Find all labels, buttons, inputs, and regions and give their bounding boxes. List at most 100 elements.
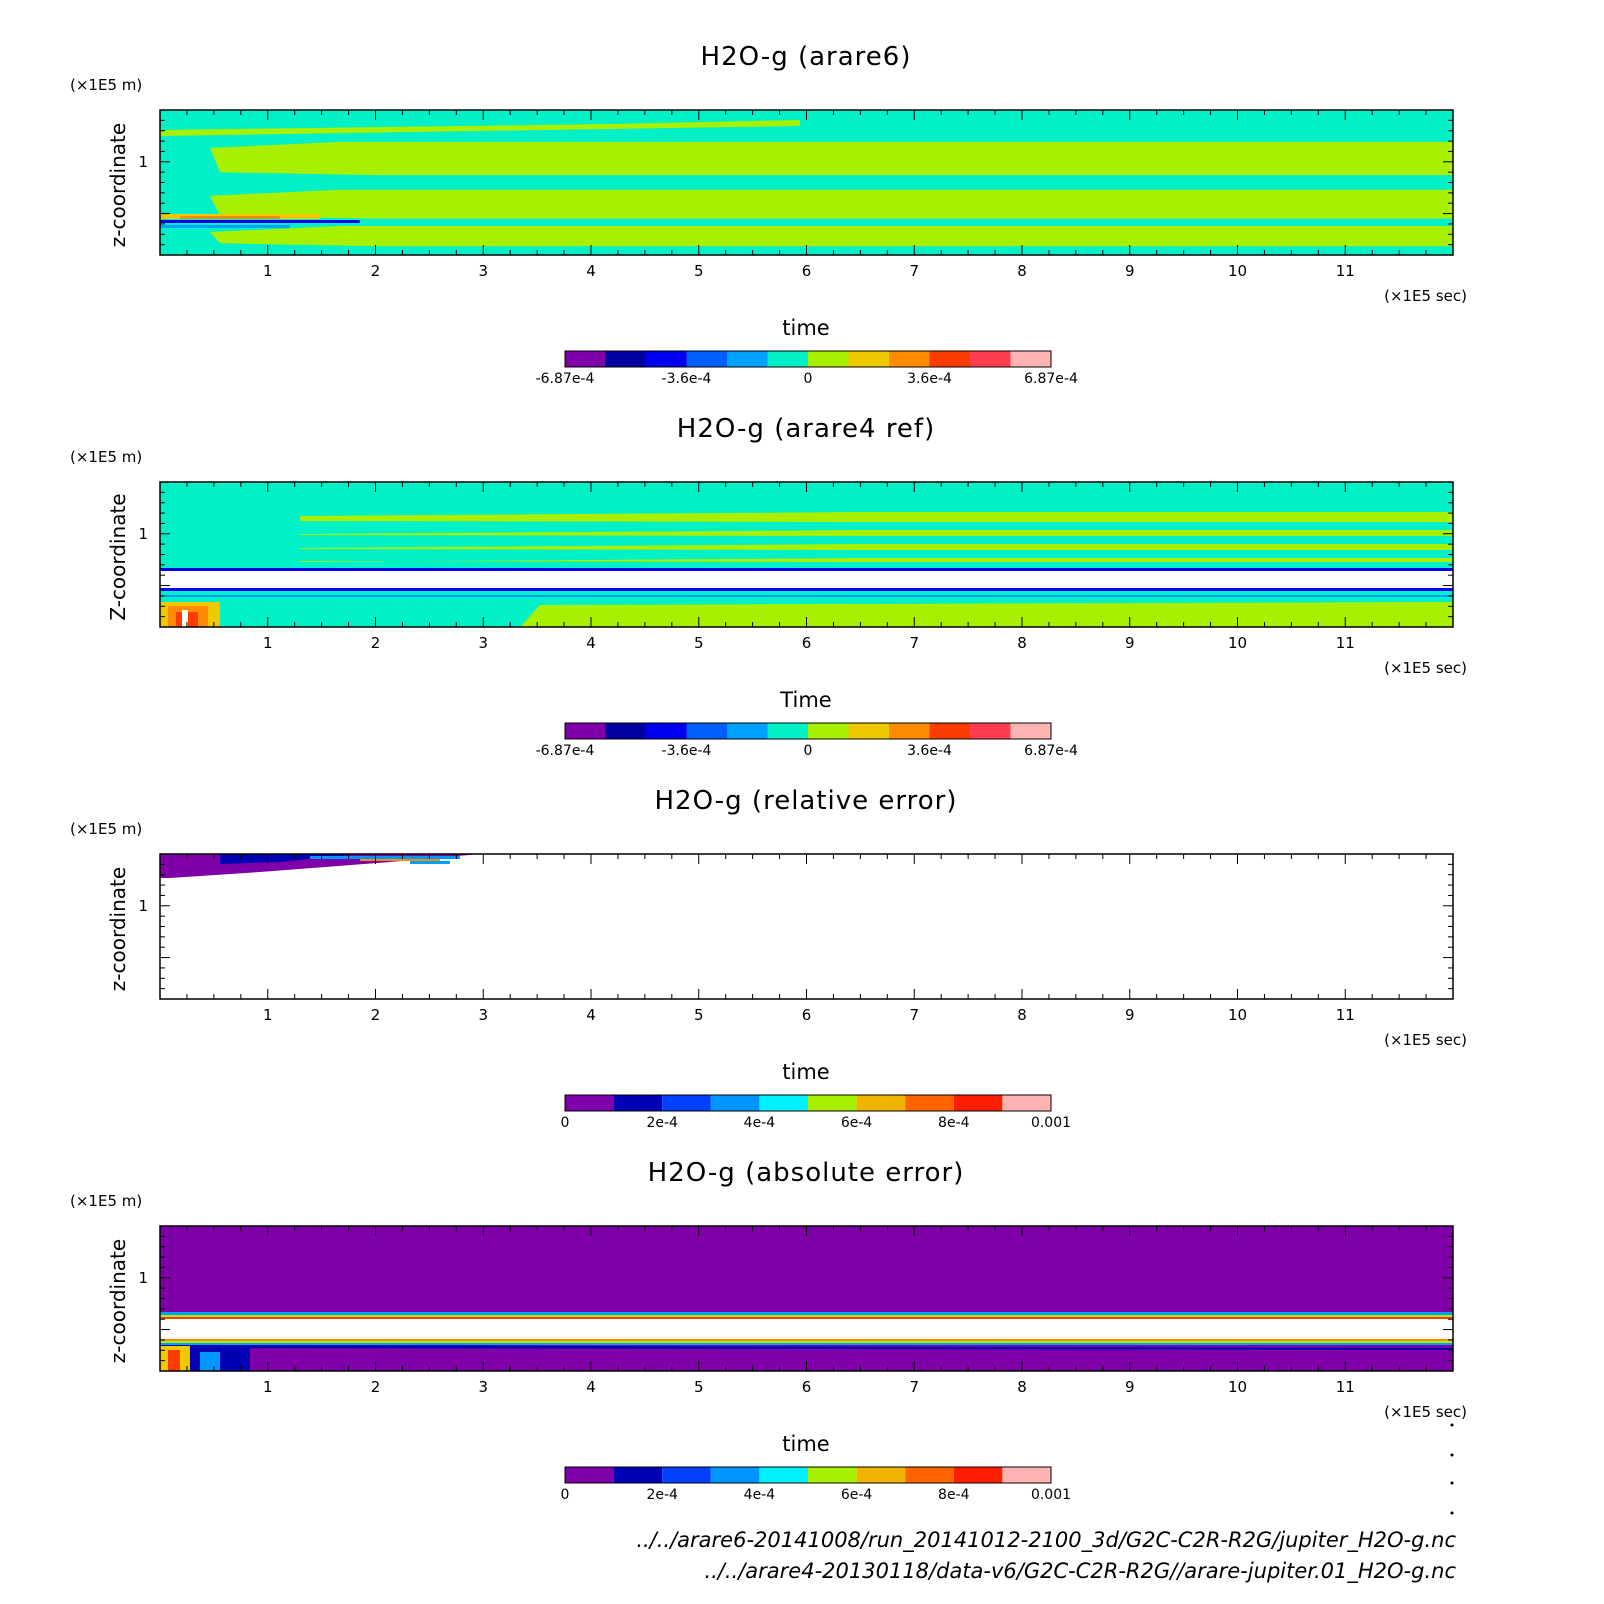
- x-tick-label: 8: [1017, 262, 1027, 280]
- colorbar-tick-label: 8e-4: [938, 1115, 970, 1131]
- x-unit-label: (×1E5 sec): [1384, 287, 1467, 305]
- y-ticks: [160, 1235, 1453, 1362]
- x-tick-label: 4: [586, 1378, 596, 1396]
- colorbar-swatch: [856, 1467, 906, 1483]
- colorbar-swatch: [727, 351, 768, 367]
- y-unit-label: (×1E5 m): [70, 1192, 142, 1210]
- colorbar-tick-label: -3.6e-4: [662, 743, 712, 759]
- x-tick-label: 10: [1228, 1006, 1247, 1024]
- x-tick-label: 7: [909, 1006, 919, 1024]
- x-unit-label: (×1E5 sec): [1384, 1403, 1467, 1421]
- colorbar-tick-label: 4e-4: [744, 1115, 776, 1131]
- field-error-sky: [410, 861, 450, 864]
- field-line-orange: [160, 1339, 1453, 1341]
- colorbar-swatch: [929, 723, 970, 739]
- field-band-1: [300, 512, 1453, 522]
- field-band-6: [210, 226, 1453, 247]
- x-tick-label: 9: [1125, 1006, 1135, 1024]
- colorbar-swatch: [848, 723, 889, 739]
- colorbar-swatch: [1010, 723, 1051, 739]
- colorbar-swatch: [605, 351, 646, 367]
- colorbar-swatch: [970, 351, 1011, 367]
- x-minor-ticks: [186, 854, 1427, 999]
- x-tick-label: 8: [1017, 634, 1027, 652]
- field-line-lower: [160, 588, 1453, 591]
- colorbar-swatch: [929, 351, 970, 367]
- colorbar: -6.87e-4 -3.6e-4 0 3.6e-4 6.87e-4: [536, 722, 1078, 759]
- y-axis-label: z-coordinate: [106, 123, 130, 247]
- colorbar-swatch: [848, 351, 889, 367]
- x-tick-label: 10: [1228, 262, 1247, 280]
- colorbar: -6.87e-4 -3.6e-4 0 3.6e-4 6.87e-4: [536, 350, 1078, 387]
- x-tick-label: 8: [1017, 1378, 1027, 1396]
- field-gap: [160, 570, 1453, 588]
- footer-file-arare4: ../../arare4-20130118/data-v6/G2C-C2R-R2…: [704, 1559, 1456, 1584]
- x-tick-label: 7: [909, 1378, 919, 1396]
- x-tick-label: 8: [1017, 1006, 1027, 1024]
- chart-title: H2O-g (relative error): [655, 786, 958, 816]
- colorbar-swatch: [686, 723, 727, 739]
- plot-area-1: [160, 110, 1453, 255]
- colorbar-tick-label: 6.87e-4: [1024, 371, 1078, 387]
- x-tick-label: 9: [1125, 1378, 1135, 1396]
- x-tick-label: 5: [694, 634, 704, 652]
- x-tick-label: 11: [1336, 1378, 1355, 1396]
- colorbar-tick-label: 8e-4: [938, 1487, 970, 1503]
- colorbar-swatch: [808, 1095, 857, 1111]
- corner-dots: [1450, 1423, 1454, 1515]
- colorbar-swatch: [808, 723, 849, 739]
- y-axis-label: z-coordinate: [106, 867, 130, 991]
- x-tick-label: 4: [586, 634, 596, 652]
- colorbar-tick-label: 2e-4: [646, 1487, 678, 1503]
- field-band-5: [160, 218, 1453, 226]
- field-line-navy: [160, 1345, 1453, 1350]
- y-tick-label: 1: [138, 897, 148, 915]
- colorbar-frame: [564, 1094, 1052, 1112]
- x-minor-ticks: [186, 110, 1427, 255]
- colorbar-tick-label: 0: [804, 371, 813, 387]
- colorbar-swatch: [808, 1467, 857, 1483]
- chart-title: H2O-g (absolute error): [648, 1158, 965, 1188]
- colorbar-swatch: [905, 1467, 954, 1483]
- field-band-4: [210, 189, 1453, 219]
- x-tick-label: 2: [371, 262, 381, 280]
- x-tick-label: 3: [478, 262, 488, 280]
- field-band-4: [300, 558, 1453, 562]
- colorbar-swatch: [613, 1095, 663, 1111]
- colorbar-swatch: [808, 351, 849, 367]
- colorbar-tick-label: 6e-4: [841, 1487, 873, 1503]
- colorbar-swatch: [1002, 1467, 1051, 1483]
- x-tick-label: 6: [802, 1378, 812, 1396]
- plot-area-2: [160, 482, 1453, 627]
- x-axis-label: time: [782, 1432, 829, 1456]
- x-unit-label: (×1E5 sec): [1384, 659, 1467, 677]
- colorbar-swatch: [759, 1095, 808, 1111]
- colorbar-frame: [564, 350, 1052, 368]
- colorbar-swatch: [662, 1467, 711, 1483]
- x-tick-label: 1: [263, 262, 273, 280]
- colorbar-swatch: [889, 351, 930, 367]
- colorbar-swatch: [565, 351, 606, 367]
- colorbar-tick-label: 3.6e-4: [907, 743, 952, 759]
- colorbar-swatch: [613, 1467, 663, 1483]
- x-tick-label: 3: [478, 1378, 488, 1396]
- chart-title: H2O-g (arare6): [701, 42, 912, 72]
- field-band-2: [210, 141, 1453, 176]
- field-line-lime-lower: [160, 1341, 1453, 1343]
- field-gap: [160, 1317, 1453, 1341]
- x-tick-label: 3: [478, 634, 488, 652]
- field-blob-blue: [200, 1352, 220, 1371]
- footer-file-arare6: ../../arare6-20141008/run_20141012-2100_…: [636, 1528, 1456, 1553]
- field-streak: [160, 120, 800, 136]
- field-lower-band: [520, 602, 1453, 627]
- x-tick-label: 6: [802, 634, 812, 652]
- field-line-sky-lower: [160, 1343, 1453, 1345]
- colorbar-swatch: [1002, 1095, 1051, 1111]
- x-minor-ticks: [186, 1226, 1427, 1371]
- x-tick-label: 6: [802, 262, 812, 280]
- y-ticks: [160, 863, 1453, 990]
- colorbar-swatch: [646, 723, 687, 739]
